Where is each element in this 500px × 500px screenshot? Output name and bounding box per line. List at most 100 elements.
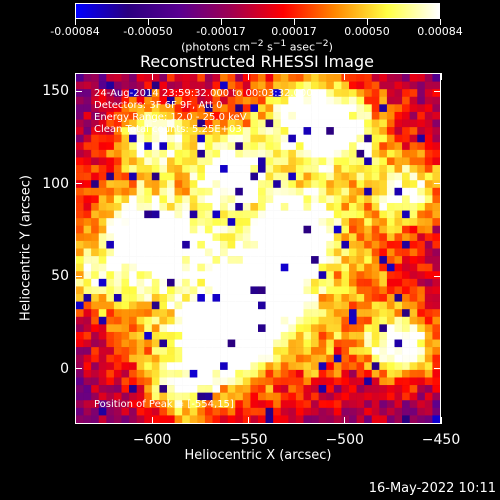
heatmap-cell [326,278,335,287]
heatmap-cell [83,316,92,325]
heatmap-cell [280,263,289,272]
heatmap-cell [303,119,312,128]
heatmap-cell [76,165,84,173]
heatmap-cell [341,149,350,158]
heatmap-cell [121,240,130,249]
heatmap-cell [326,180,335,189]
heatmap-cell [394,392,403,401]
heatmap-cell [91,347,100,356]
heatmap-cell [356,202,365,211]
heatmap-cell [91,119,100,128]
heatmap-cell [197,96,206,105]
heatmap-cell [295,119,304,128]
heatmap-cell [167,134,175,143]
heatmap-cell [273,134,282,143]
heatmap-cell [212,149,221,158]
heatmap-cell [227,202,236,211]
heatmap-cell [121,415,130,423]
heatmap-cell [220,210,228,219]
heatmap-cell [333,400,342,409]
heatmap-cell [235,119,244,128]
heatmap-cell [174,225,183,234]
heatmap-cell [220,369,228,378]
heatmap-cell [242,309,251,318]
heatmap-cell [311,104,319,113]
heatmap-cell [341,339,350,348]
heatmap-cell [265,195,274,204]
heatmap-cell [113,240,122,249]
heatmap-cell [402,210,410,219]
heatmap-cell [371,377,380,386]
heatmap-cell [91,324,100,333]
heatmap-cell [250,248,259,257]
heatmap-cell [106,301,115,310]
heatmap-cell [91,127,100,135]
heatmap-cell [356,331,365,340]
heatmap-cell [364,104,373,113]
heatmap-cell [303,309,312,318]
heatmap-cell [174,263,183,272]
heatmap-cell [136,415,145,423]
heatmap-cell [220,415,228,423]
heatmap-cell [106,294,115,302]
heatmap-cell [364,89,373,98]
heatmap-cell [159,149,168,158]
heatmap-cell [83,111,92,120]
heatmap-cell [273,165,282,173]
heatmap-cell [349,309,357,318]
heatmap-cell [151,331,160,340]
heatmap-cell [326,407,335,416]
heatmap-cell [333,294,342,302]
heatmap-cell [311,339,319,348]
heatmap-cell [98,127,107,135]
heatmap-cell [295,81,304,90]
heatmap-cell [98,385,107,393]
heatmap-cell [106,172,115,181]
heatmap-cell [295,172,304,181]
heatmap-cell [189,339,198,348]
heatmap-cell [197,286,206,295]
heatmap-cell [394,180,403,189]
heatmap-cell [212,362,221,371]
heatmap-cell [235,339,244,348]
heatmap-cell [386,309,395,318]
heatmap-cell [76,362,84,371]
heatmap-cell [151,202,160,211]
heatmap-cell [432,392,440,401]
heatmap-cell [424,96,433,105]
heatmap-cell [220,248,228,257]
heatmap-cell [174,165,183,173]
heatmap-cell [250,263,259,272]
heatmap-cell [364,248,373,257]
heatmap-cell [288,233,297,242]
heatmap-cell [113,263,122,272]
heatmap-cell [167,415,175,423]
heatmap-cell [242,149,251,158]
heatmap-cell [333,142,342,151]
heatmap-cell [212,142,221,151]
y-tick [434,275,441,277]
heatmap-cell [386,339,395,348]
heatmap-cell [349,96,357,105]
heatmap-cell [250,294,259,302]
heatmap-cell [197,240,206,249]
heatmap-cell [303,385,312,393]
heatmap-cell [432,202,440,211]
heatmap-cell [303,165,312,173]
x-tick [247,417,249,424]
heatmap-cell [318,385,327,393]
heatmap-cell [136,157,145,166]
heatmap-cell [318,263,327,272]
heatmap-cell [280,149,289,158]
heatmap-cell [258,127,266,135]
heatmap-cell [235,415,244,423]
heatmap-cell [250,134,259,143]
heatmap-cell [197,316,206,325]
heatmap-cell [356,96,365,105]
heatmap-cell [409,210,418,219]
heatmap-cell [242,104,251,113]
heatmap-cell [288,415,297,423]
heatmap-cell [394,233,403,242]
heatmap-cell [356,400,365,409]
heatmap-cell [409,248,418,257]
